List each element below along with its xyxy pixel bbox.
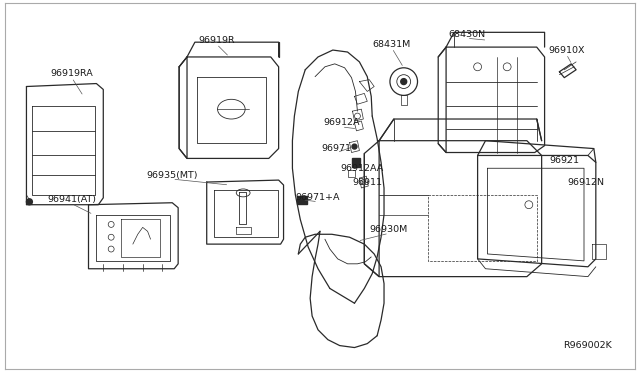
Text: 96911: 96911 (352, 177, 382, 187)
Bar (348, 170, 355, 177)
Circle shape (26, 199, 33, 205)
Circle shape (352, 144, 357, 149)
Text: 96971: 96971 (322, 144, 352, 153)
Text: 96910X: 96910X (548, 45, 584, 55)
Text: 96941(AT): 96941(AT) (47, 195, 96, 204)
Text: 96921: 96921 (549, 156, 579, 165)
Text: 96935(MT): 96935(MT) (147, 171, 198, 180)
Text: 68431M: 68431M (372, 40, 411, 49)
Text: R969002K: R969002K (564, 341, 612, 350)
Text: 96930M: 96930M (370, 225, 408, 234)
Text: 68430N: 68430N (448, 30, 485, 39)
Circle shape (401, 78, 406, 84)
Text: 96919RA: 96919RA (51, 69, 93, 78)
Text: 96919R: 96919R (198, 36, 235, 45)
Text: 96912N: 96912N (568, 177, 604, 187)
Text: 96912A: 96912A (323, 118, 360, 128)
Text: 96971+A: 96971+A (296, 193, 340, 202)
Bar (298, 196, 307, 204)
Bar (351, 158, 360, 167)
Text: 96912AA: 96912AA (340, 164, 384, 173)
